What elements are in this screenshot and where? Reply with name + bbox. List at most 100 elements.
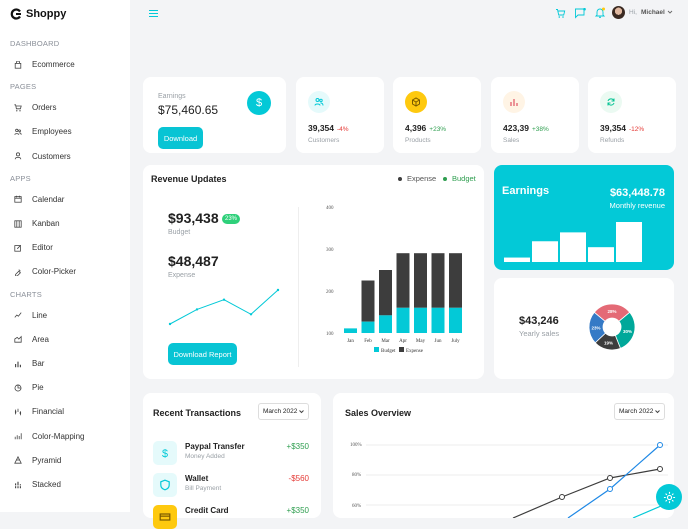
sidebar-item-stacked[interactable]: Stacked	[14, 480, 61, 489]
sidebar-item-label: Bar	[32, 359, 45, 368]
download-report-button[interactable]: Download Report	[168, 343, 237, 365]
bar-budget[interactable]	[361, 321, 375, 333]
sidebar-section-title: PAGES	[10, 82, 37, 92]
stat-value-row: 423,39 +38%	[503, 123, 549, 133]
bar-budget[interactable]	[431, 307, 445, 333]
stat-card-customers: 39,354 -4% Customers	[296, 77, 384, 153]
financial-icon	[14, 408, 22, 416]
settings-button[interactable]	[656, 484, 682, 510]
sidebar-item-employees[interactable]: Employees	[14, 127, 72, 136]
user-name[interactable]: Michael	[641, 9, 665, 16]
sidebar-item-calendar[interactable]: Calendar	[14, 195, 64, 204]
bar-expense[interactable]	[379, 270, 392, 316]
stat-icon-button[interactable]	[503, 91, 525, 113]
bar-expense[interactable]	[361, 280, 375, 322]
transactions-month-select[interactable]: March 2022	[258, 403, 309, 420]
bar-budget[interactable]	[396, 307, 410, 333]
sidebar-item-label: Pyramid	[32, 455, 62, 465]
sidebar-item-kanban[interactable]: Kanban	[14, 219, 60, 228]
avatar[interactable]	[612, 6, 625, 19]
brand[interactable]: Shoppy	[10, 8, 66, 20]
stat-icon-button[interactable]	[308, 91, 330, 113]
sidebar-item-line[interactable]: Line	[14, 311, 47, 320]
pie-label: 23%	[592, 325, 601, 330]
bar-budget[interactable]	[414, 307, 427, 333]
bag-icon	[14, 60, 22, 69]
chat-icon[interactable]	[574, 8, 586, 19]
bar-budget[interactable]	[344, 328, 357, 333]
sidebar-item-financial[interactable]: Financial	[14, 407, 64, 416]
earnings-card: Earnings $75,460.65 $ Download	[143, 77, 286, 153]
greeting: Hi,	[629, 9, 637, 16]
sidebar-item-customers[interactable]: Customers	[14, 152, 71, 161]
stat-value-row: 39,354 -12%	[600, 123, 644, 133]
sidebar-section-title: APPS	[10, 173, 31, 183]
download-button[interactable]: Download	[158, 127, 203, 149]
sales-line-blue	[567, 444, 661, 518]
earnings-icon-button[interactable]: $	[247, 91, 271, 115]
pyramid-icon	[14, 456, 22, 464]
notification-icon[interactable]	[594, 7, 606, 19]
transaction-amount: -$560	[288, 474, 309, 483]
yearly-pie-chart: 28% 30% 19% 23%	[588, 303, 636, 351]
sidebar-item-ecommerce[interactable]: Ecommerce	[14, 60, 75, 69]
transaction-subtitle: Money Added	[185, 453, 225, 460]
sidebar-item-area[interactable]: Area	[14, 335, 49, 344]
sidebar-item-label: Financial	[32, 407, 65, 417]
sidebar-item-pie[interactable]: Pie	[14, 383, 44, 392]
menu-icon[interactable]	[149, 9, 158, 18]
stat-value: 39,354	[308, 123, 334, 133]
kanban-icon	[14, 219, 22, 228]
sidebar-item-color-picker[interactable]: Color-Picker	[14, 267, 76, 276]
sidebar-item-label: Kanban	[32, 219, 60, 228]
bar-expense[interactable]	[431, 253, 445, 308]
sidebar-item-bar[interactable]: Bar	[14, 359, 44, 368]
x-tick-label: Apr	[399, 339, 407, 344]
bar-chart-icon	[15, 361, 21, 367]
transaction-icon-box	[153, 505, 177, 529]
expense-label: Expense	[168, 272, 196, 279]
sidebar-item-editor[interactable]: Editor	[14, 243, 53, 252]
app-name: Shoppy	[26, 8, 67, 20]
topbar: Hi, Michael	[130, 0, 688, 30]
bar-budget[interactable]	[379, 315, 392, 333]
transaction-title: Paypal Transfer	[185, 442, 245, 451]
pie-chart-icon	[14, 384, 22, 392]
legend-expense-dot	[398, 177, 402, 181]
sidebar-item-color-mapping[interactable]: Color-Mapping	[14, 432, 84, 441]
sidebar-item-orders[interactable]: Orders	[14, 103, 56, 112]
bar-expense[interactable]	[414, 253, 427, 308]
cart-icon[interactable]	[555, 8, 566, 19]
earnings-bar	[532, 241, 558, 262]
dollar-icon: $	[162, 448, 168, 459]
sidebar-item-label: Orders	[32, 103, 57, 113]
box-icon	[412, 97, 420, 107]
transactions-title: Recent Transactions	[153, 408, 242, 418]
stat-label: Refunds	[600, 137, 625, 144]
bar-expense[interactable]	[449, 253, 462, 308]
sales-month-select[interactable]: March 2022	[614, 403, 665, 420]
stat-change: -4%	[337, 126, 349, 133]
sidebar-item-label: Line	[32, 310, 48, 320]
earnings-mini-bars	[504, 222, 642, 262]
bar-budget[interactable]	[449, 307, 462, 333]
bar-expense[interactable]	[396, 253, 410, 308]
stacked-icon	[14, 481, 22, 488]
edit-icon	[14, 244, 22, 252]
budget-label: Budget	[168, 229, 191, 236]
chevron-down-icon[interactable]	[667, 10, 673, 15]
stat-icon-button[interactable]	[600, 91, 622, 113]
pie-label: 28%	[607, 309, 616, 314]
stat-icon-button[interactable]	[405, 91, 427, 113]
transaction-icon-box: $	[153, 441, 177, 465]
user-icon	[14, 152, 22, 160]
gear-icon	[663, 491, 675, 503]
x-tick-label: Jan	[347, 339, 354, 344]
stat-value: 39,354	[600, 123, 626, 133]
transaction-amount: +$350	[286, 442, 309, 451]
y-tick-label: 100	[326, 332, 334, 337]
pie-slice[interactable]	[588, 311, 607, 344]
sidebar-item-pyramid[interactable]: Pyramid	[14, 456, 61, 465]
sparkline-point	[195, 308, 199, 311]
bar-chart-icon	[510, 99, 518, 106]
